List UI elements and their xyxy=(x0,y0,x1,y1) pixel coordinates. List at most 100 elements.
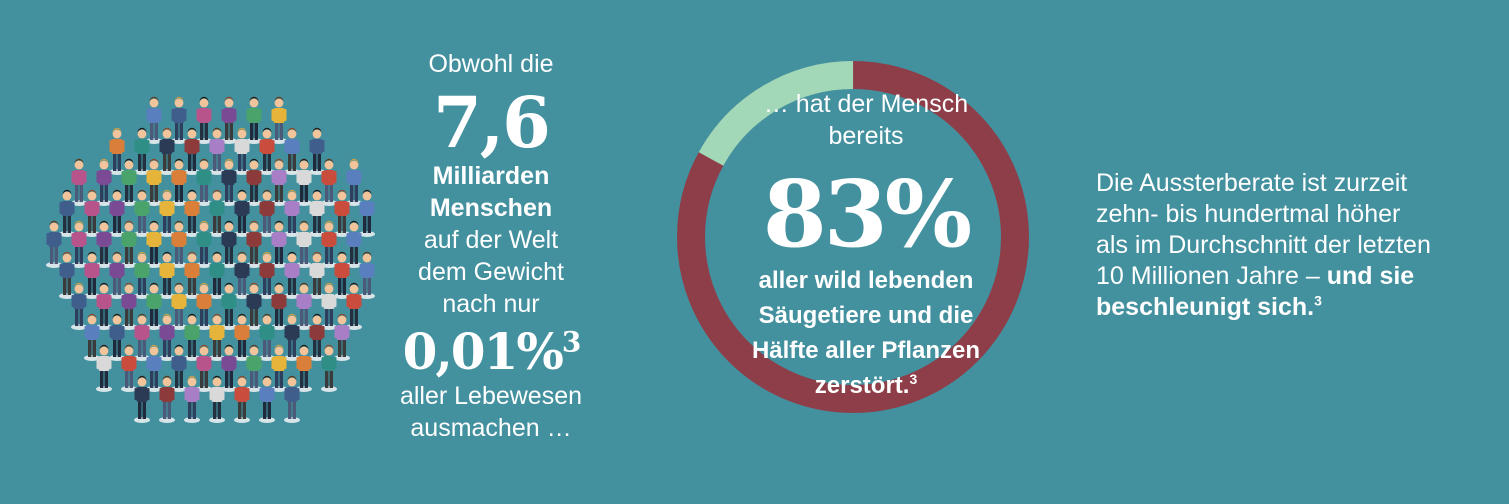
population-number: 7,6 xyxy=(433,81,551,164)
person-figure xyxy=(109,127,125,175)
person-figure xyxy=(59,189,75,237)
person-figure xyxy=(309,189,325,237)
person-figure xyxy=(171,96,187,144)
people-block: Obwohl die 7,6 Milliarden Menschen auf d… xyxy=(382,44,600,444)
person-figure xyxy=(284,251,300,299)
person-figure xyxy=(184,127,200,175)
person-figure xyxy=(146,220,162,268)
person-figure xyxy=(196,220,212,268)
person-figure xyxy=(296,220,312,268)
person-figure xyxy=(334,189,350,237)
person-figure xyxy=(234,251,250,299)
rate-text-2: zehn- bis hundertmal höher xyxy=(1096,200,1401,228)
person-figure xyxy=(346,158,362,206)
person-figure xyxy=(71,282,87,330)
person-figure xyxy=(109,251,125,299)
person-figure xyxy=(246,282,262,330)
person-figure xyxy=(259,375,275,423)
person-figure xyxy=(259,251,275,299)
person-figure xyxy=(296,158,312,206)
person-figure xyxy=(134,375,150,423)
person-figure xyxy=(146,96,162,144)
person-figure xyxy=(171,282,187,330)
person-figure xyxy=(184,189,200,237)
donut-text-4-value: zerstört. xyxy=(814,372,910,399)
rate-text-5: beschleunigt sich.3 xyxy=(1096,292,1496,323)
person-figure xyxy=(346,220,362,268)
person-figure xyxy=(284,189,300,237)
person-figure xyxy=(84,189,100,237)
person-figure xyxy=(71,220,87,268)
person-figure xyxy=(271,344,287,392)
footnote-marker: 3 xyxy=(561,325,582,359)
people-text-1: auf der Welt xyxy=(423,226,559,254)
biomass-percent-value: 0,01% xyxy=(402,322,564,381)
people-text-2: dem Gewicht xyxy=(418,258,564,286)
person-figure xyxy=(134,127,150,175)
person-figure xyxy=(321,282,337,330)
person-figure xyxy=(221,220,237,268)
footnote-marker: 3 xyxy=(1314,292,1322,309)
person-figure xyxy=(359,251,375,299)
person-figure xyxy=(246,344,262,392)
person-figure xyxy=(109,313,125,361)
person-figure xyxy=(234,313,250,361)
rate-text-4-bold: und sie xyxy=(1326,262,1415,290)
person-figure xyxy=(209,375,225,423)
people-text-3: nach nur xyxy=(442,290,540,318)
person-figure xyxy=(171,220,187,268)
person-figure xyxy=(146,282,162,330)
ring-remaining-segment xyxy=(677,60,1029,413)
person-figure xyxy=(246,220,262,268)
person-figure xyxy=(159,127,175,175)
person-figure xyxy=(334,313,350,361)
person-figure xyxy=(321,344,337,392)
person-figure xyxy=(96,282,112,330)
person-figure xyxy=(359,189,375,237)
person-figure xyxy=(271,220,287,268)
person-figure xyxy=(209,251,225,299)
rate-text-5-bold: beschleunigt sich. xyxy=(1096,293,1315,321)
person-figure xyxy=(234,189,250,237)
person-figure xyxy=(221,96,237,144)
person-figure xyxy=(134,313,150,361)
person-figure xyxy=(171,344,187,392)
person-figure xyxy=(196,282,212,330)
person-figure xyxy=(346,282,362,330)
person-figure xyxy=(196,344,212,392)
extinction-rate-block: Die Aussterberate ist zurzeit zehn- bis … xyxy=(1096,168,1496,323)
person-figure xyxy=(121,220,137,268)
person-figure xyxy=(146,158,162,206)
donut-text-2: Säugetiere und die xyxy=(758,302,974,329)
person-figure xyxy=(309,251,325,299)
donut-intro-2: bereits xyxy=(828,122,904,150)
person-figure xyxy=(221,158,237,206)
people-intro: Obwohl die xyxy=(428,50,554,78)
person-figure xyxy=(159,189,175,237)
population-unit: Milliarden xyxy=(432,162,550,190)
donut-intro-1: … hat der Mensch xyxy=(763,90,969,118)
person-figure xyxy=(209,313,225,361)
person-figure xyxy=(246,96,262,144)
person-figure xyxy=(284,375,300,423)
person-figure xyxy=(259,313,275,361)
donut-text-3: Hälfte aller Pflanzen xyxy=(751,337,981,364)
rate-text-3: als im Durchschnitt der letzten xyxy=(1096,231,1431,259)
person-figure xyxy=(246,158,262,206)
people-text-4: aller Lebewesen xyxy=(399,382,583,410)
person-figure xyxy=(159,313,175,361)
destroyed-percent: 83% xyxy=(762,160,972,268)
person-figure xyxy=(146,344,162,392)
person-figure xyxy=(334,251,350,299)
crowd-of-people-icon xyxy=(46,96,375,423)
rate-text-4-plain: 10 Millionen Jahre – xyxy=(1096,262,1320,290)
person-figure xyxy=(309,313,325,361)
person-figure xyxy=(221,344,237,392)
person-figure xyxy=(184,313,200,361)
person-figure xyxy=(84,251,100,299)
person-figure xyxy=(184,375,200,423)
population-subject: Menschen xyxy=(429,194,553,222)
person-figure xyxy=(196,96,212,144)
person-figure xyxy=(234,127,250,175)
person-figure xyxy=(209,127,225,175)
